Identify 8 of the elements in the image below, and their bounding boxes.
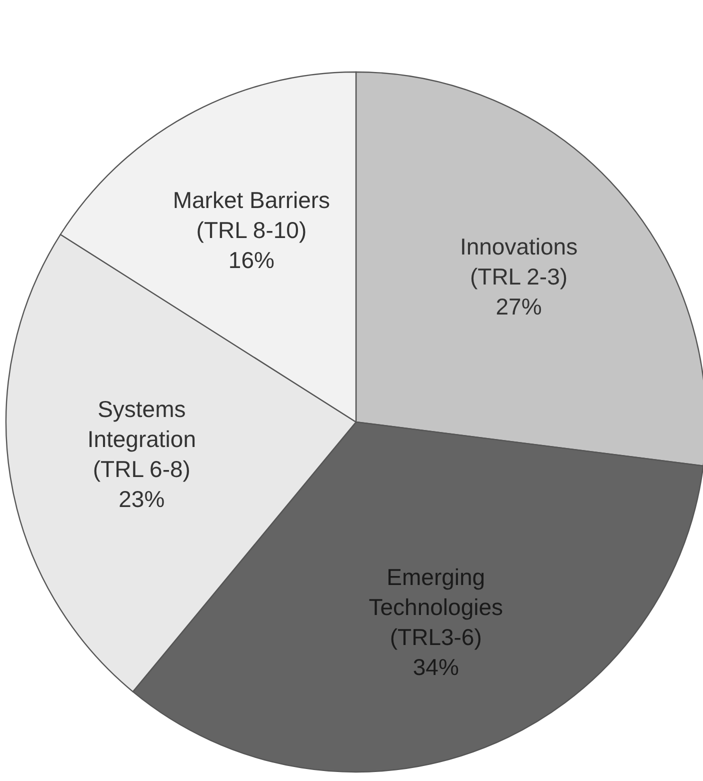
slice-label: Innovations (TRL 2-3) — [460, 234, 578, 290]
slice-label: Market Barriers (TRL 8-10) — [172, 186, 330, 243]
slice-label: Systems Integration (TRL 6-8) — [87, 396, 196, 482]
data-label: 16% — [228, 246, 274, 273]
slice-label: Emerging Technologies (TRL3-6) — [368, 564, 504, 650]
data-label: 27% — [496, 294, 542, 320]
data-label: 23% — [118, 486, 165, 512]
data-label: 34% — [412, 654, 459, 680]
